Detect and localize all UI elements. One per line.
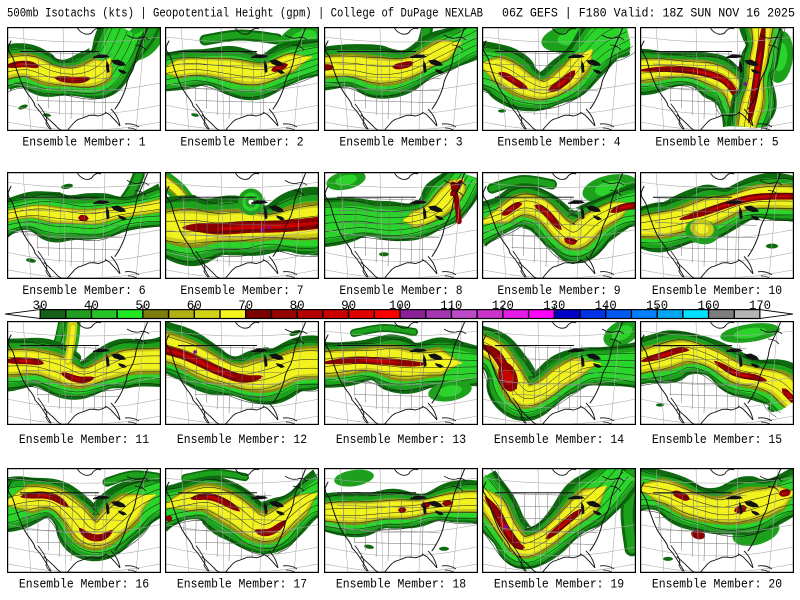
svg-text:Ensemble Member: 18: Ensemble Member: 18 xyxy=(336,578,466,592)
svg-text:50: 50 xyxy=(135,298,150,313)
svg-text:100: 100 xyxy=(389,298,411,313)
svg-text:160: 160 xyxy=(698,298,720,313)
svg-text:Ensemble Member: 13: Ensemble Member: 13 xyxy=(336,433,466,447)
svg-text:Ensemble Member: 14: Ensemble Member: 14 xyxy=(494,433,624,447)
svg-text:Ensemble Member: 5: Ensemble Member: 5 xyxy=(655,136,778,150)
svg-text:110: 110 xyxy=(440,298,462,313)
svg-text:80: 80 xyxy=(290,298,305,313)
svg-text:170: 170 xyxy=(749,298,771,313)
svg-text:Ensemble Member: 19: Ensemble Member: 19 xyxy=(494,578,624,592)
svg-text:Ensemble Member: 8: Ensemble Member: 8 xyxy=(339,284,462,298)
svg-text:30: 30 xyxy=(33,298,48,313)
svg-text:06Z GEFS | F180 Valid: 18Z SUN: 06Z GEFS | F180 Valid: 18Z SUN NOV 16 20… xyxy=(502,5,795,20)
svg-text:140: 140 xyxy=(595,298,617,313)
svg-text:500mb Isotachs (kts) | Geopote: 500mb Isotachs (kts) | Geopotential Heig… xyxy=(7,5,483,20)
svg-text:Ensemble Member: 12: Ensemble Member: 12 xyxy=(177,433,307,447)
svg-text:Ensemble Member: 9: Ensemble Member: 9 xyxy=(497,284,620,298)
svg-text:Ensemble Member: 11: Ensemble Member: 11 xyxy=(19,433,149,447)
svg-text:40: 40 xyxy=(84,298,99,313)
svg-text:Ensemble Member: 6: Ensemble Member: 6 xyxy=(22,284,145,298)
svg-text:Ensemble Member: 3: Ensemble Member: 3 xyxy=(339,136,462,150)
svg-text:90: 90 xyxy=(341,298,356,313)
svg-text:Ensemble Member: 16: Ensemble Member: 16 xyxy=(19,578,149,592)
svg-text:Ensemble Member: 2: Ensemble Member: 2 xyxy=(180,136,303,150)
svg-text:150: 150 xyxy=(646,298,668,313)
svg-text:Ensemble Member: 4: Ensemble Member: 4 xyxy=(497,136,620,150)
svg-text:Ensemble Member: 15: Ensemble Member: 15 xyxy=(652,433,782,447)
svg-text:60: 60 xyxy=(187,298,202,313)
svg-text:Ensemble Member: 1: Ensemble Member: 1 xyxy=(22,136,145,150)
svg-text:130: 130 xyxy=(543,298,565,313)
svg-text:Ensemble Member: 10: Ensemble Member: 10 xyxy=(652,284,782,298)
svg-text:Ensemble Member: 20: Ensemble Member: 20 xyxy=(652,578,782,592)
svg-text:Ensemble Member: 7: Ensemble Member: 7 xyxy=(180,284,303,298)
svg-text:70: 70 xyxy=(238,298,253,313)
svg-text:120: 120 xyxy=(492,298,514,313)
svg-text:Ensemble Member: 17: Ensemble Member: 17 xyxy=(177,578,307,592)
